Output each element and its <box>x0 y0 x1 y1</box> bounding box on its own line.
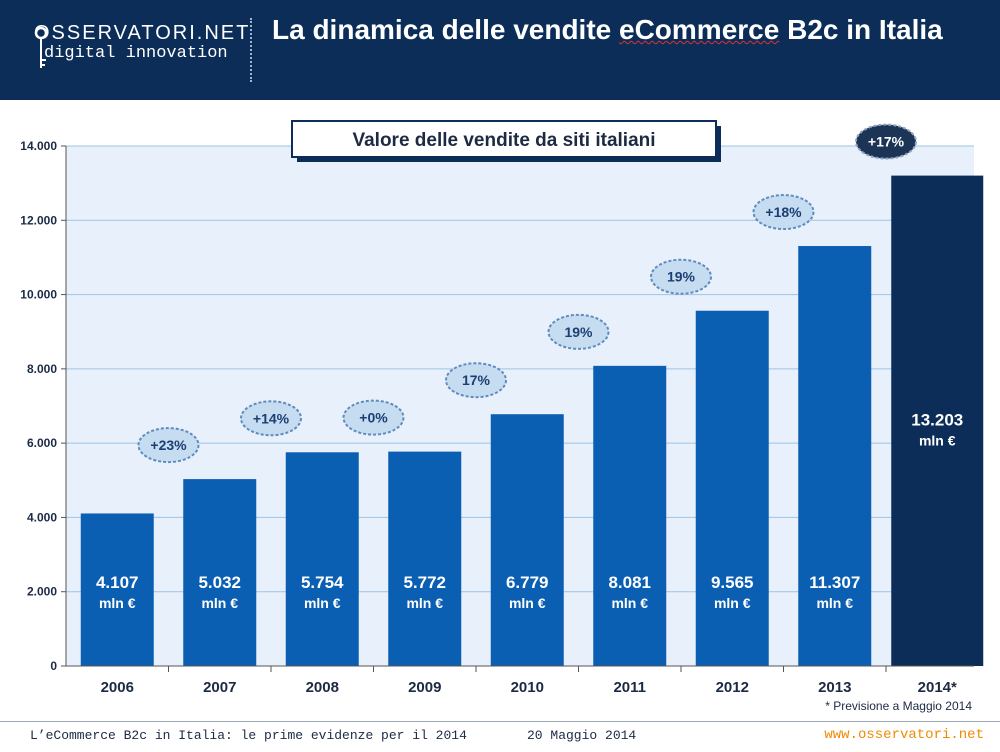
x-tick-label: 2012 <box>716 679 749 696</box>
forecast-note: * Previsione a Maggio 2014 <box>825 699 972 713</box>
growth-badge <box>342 399 405 436</box>
value-label: 5.754 <box>301 573 344 592</box>
x-tick-label: 2009 <box>408 679 441 696</box>
growth-label: +18% <box>765 204 802 220</box>
logo-wordmark: OSSERVATORI.NET <box>34 22 251 44</box>
growth-badges: +23% +14% +0% 17% 19% 19% +18% +17% <box>137 123 917 464</box>
title-part1: La dinamica delle vendite <box>272 14 620 45</box>
bar-2013 <box>798 246 872 667</box>
page-title: La dinamica delle vendite eCommerce B2c … <box>272 12 972 48</box>
growth-badge <box>752 194 815 231</box>
value-label: 13.203 <box>911 411 963 430</box>
osservatori-logo[interactable]: OSSERVATORI.NET digital innovation <box>34 20 248 80</box>
value-label: 6.779 <box>506 573 549 592</box>
bar-2008 <box>285 452 359 666</box>
growth-badge <box>445 362 507 399</box>
unit-label: mln € <box>304 595 341 611</box>
value-label: 5.772 <box>403 573 446 592</box>
x-tick-label: 2008 <box>306 679 339 696</box>
growth-label: +14% <box>253 410 290 426</box>
value-label: 5.032 <box>198 573 241 592</box>
unit-label: mln € <box>509 595 546 611</box>
y-tick-labels: 0 2.000 4.000 6.000 8.000 10.000 12.000 14.000 <box>20 139 887 673</box>
growth-label: 19% <box>667 269 696 285</box>
bar-2012 <box>695 310 769 666</box>
key-icon <box>34 26 48 68</box>
y-tick-label: 4.000 <box>27 510 57 524</box>
growth-badge <box>650 258 712 295</box>
bar-chart: 2006 2007 2008 2009 2010 2011 2012 2013 2014* 0 2… <box>20 120 984 713</box>
x-tick-label: 2013 <box>818 679 851 696</box>
x-tick-labels: 2006 2007 2008 2009 2010 2011 2012 2013 2014* <box>101 679 957 696</box>
footer-url-link[interactable]: www.osservatori.net <box>824 727 984 743</box>
x-tick-label: 2007 <box>203 679 236 696</box>
growth-label: +17% <box>868 134 905 150</box>
bar-2009 <box>388 451 462 666</box>
value-label: 11.307 <box>809 573 860 592</box>
footer-caption: L’eCommerce B2c in Italia: le prime evid… <box>30 728 467 743</box>
y-tick-label: 10.000 <box>20 288 57 302</box>
x-tick-label: 2014* <box>918 679 957 696</box>
bar-2006 <box>80 513 154 666</box>
unit-label: mln € <box>611 595 648 611</box>
y-tick-label: 8.000 <box>27 362 57 376</box>
growth-label: 19% <box>564 324 593 340</box>
x-tick-label: 2010 <box>511 679 544 696</box>
chart-title: Valore delle vendite da siti italiani <box>352 130 655 151</box>
unit-label: mln € <box>406 595 443 611</box>
value-label: 8.081 <box>608 573 651 592</box>
bar-2011 <box>593 365 667 666</box>
unit-label: mln € <box>714 595 751 611</box>
growth-badge <box>855 123 917 160</box>
growth-badge <box>547 313 610 350</box>
y-tick-label: 14.000 <box>20 139 57 153</box>
unit-label: mln € <box>99 595 136 611</box>
bar-2007 <box>183 479 257 666</box>
x-tick-label: 2006 <box>101 679 134 696</box>
unit-label: mln € <box>201 595 238 611</box>
growth-badge <box>240 400 302 437</box>
title-part2: B2c in Italia <box>779 14 943 45</box>
growth-label: +23% <box>150 437 187 453</box>
bar-2010 <box>490 414 564 666</box>
growth-label: 17% <box>462 372 491 388</box>
growth-badge <box>137 427 200 464</box>
header-divider <box>250 18 252 82</box>
bars <box>80 175 984 667</box>
x-tick-label: 2011 <box>613 679 646 696</box>
growth-label: +0% <box>359 410 388 426</box>
data-labels: 4.107 mln € 5.032 mln € 5.754 mln € 5.772 mln €… <box>96 411 963 611</box>
chart-title-box: Valore delle vendite da siti italiani <box>291 120 721 162</box>
unit-label: mln € <box>919 433 956 449</box>
bar-2014 <box>891 175 984 667</box>
y-tick-label: 0 <box>50 659 57 673</box>
footer-divider <box>0 721 1000 722</box>
header-bar: OSSERVATORI.NET digital innovation La di… <box>0 0 1000 100</box>
y-tick-label: 6.000 <box>27 436 57 450</box>
y-tick-label: 2.000 <box>27 585 57 599</box>
title-underlined-word: eCommerce <box>619 14 780 45</box>
unit-label: mln € <box>816 595 853 611</box>
value-label: 4.107 <box>96 573 139 592</box>
logo-tagline: digital innovation <box>44 44 228 63</box>
footer-date: 20 Maggio 2014 <box>527 728 637 743</box>
y-tick-label: 12.000 <box>20 213 57 227</box>
value-label: 9.565 <box>711 573 754 592</box>
